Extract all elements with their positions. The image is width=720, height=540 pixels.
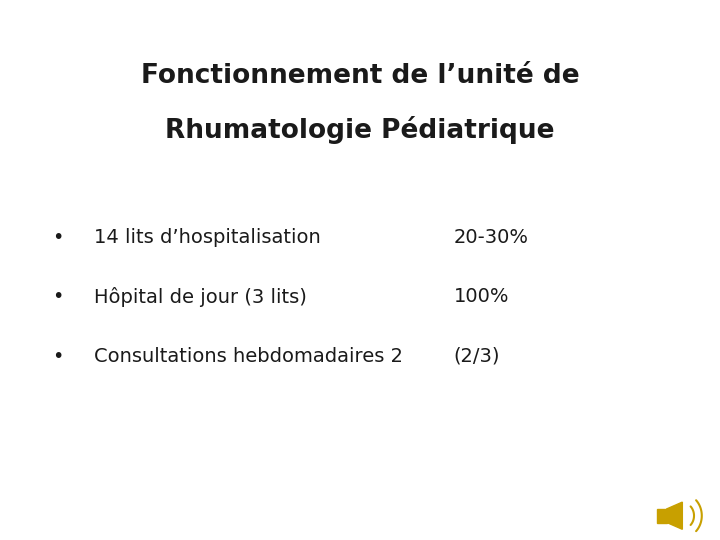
Text: •: • [52,287,63,307]
Text: •: • [52,228,63,247]
Text: •: • [52,347,63,366]
Text: Hôpital de jour (3 lits): Hôpital de jour (3 lits) [94,287,307,307]
Text: (2/3): (2/3) [454,347,500,366]
Text: Rhumatologie Pédiatrique: Rhumatologie Pédiatrique [166,116,554,144]
Polygon shape [667,502,683,529]
Bar [657,509,667,523]
Text: 14 lits d’hospitalisation: 14 lits d’hospitalisation [94,228,320,247]
Text: Fonctionnement de l’unité de: Fonctionnement de l’unité de [140,63,580,89]
Text: Consultations hebdomadaires 2: Consultations hebdomadaires 2 [94,347,402,366]
Text: 100%: 100% [454,287,509,307]
Text: 20-30%: 20-30% [454,228,528,247]
